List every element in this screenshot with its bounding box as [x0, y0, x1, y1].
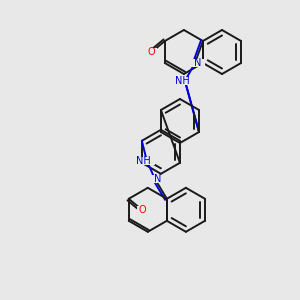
- Text: O: O: [148, 47, 155, 57]
- Text: O: O: [138, 205, 146, 215]
- Bar: [147, 48, 157, 56]
- Bar: [137, 206, 147, 214]
- Bar: [133, 157, 155, 165]
- Bar: [191, 59, 205, 67]
- Text: N: N: [194, 58, 202, 68]
- Text: N: N: [154, 174, 161, 184]
- Text: NH: NH: [175, 76, 189, 86]
- Text: NH: NH: [136, 156, 151, 166]
- Bar: [151, 175, 165, 183]
- Bar: [171, 77, 193, 85]
